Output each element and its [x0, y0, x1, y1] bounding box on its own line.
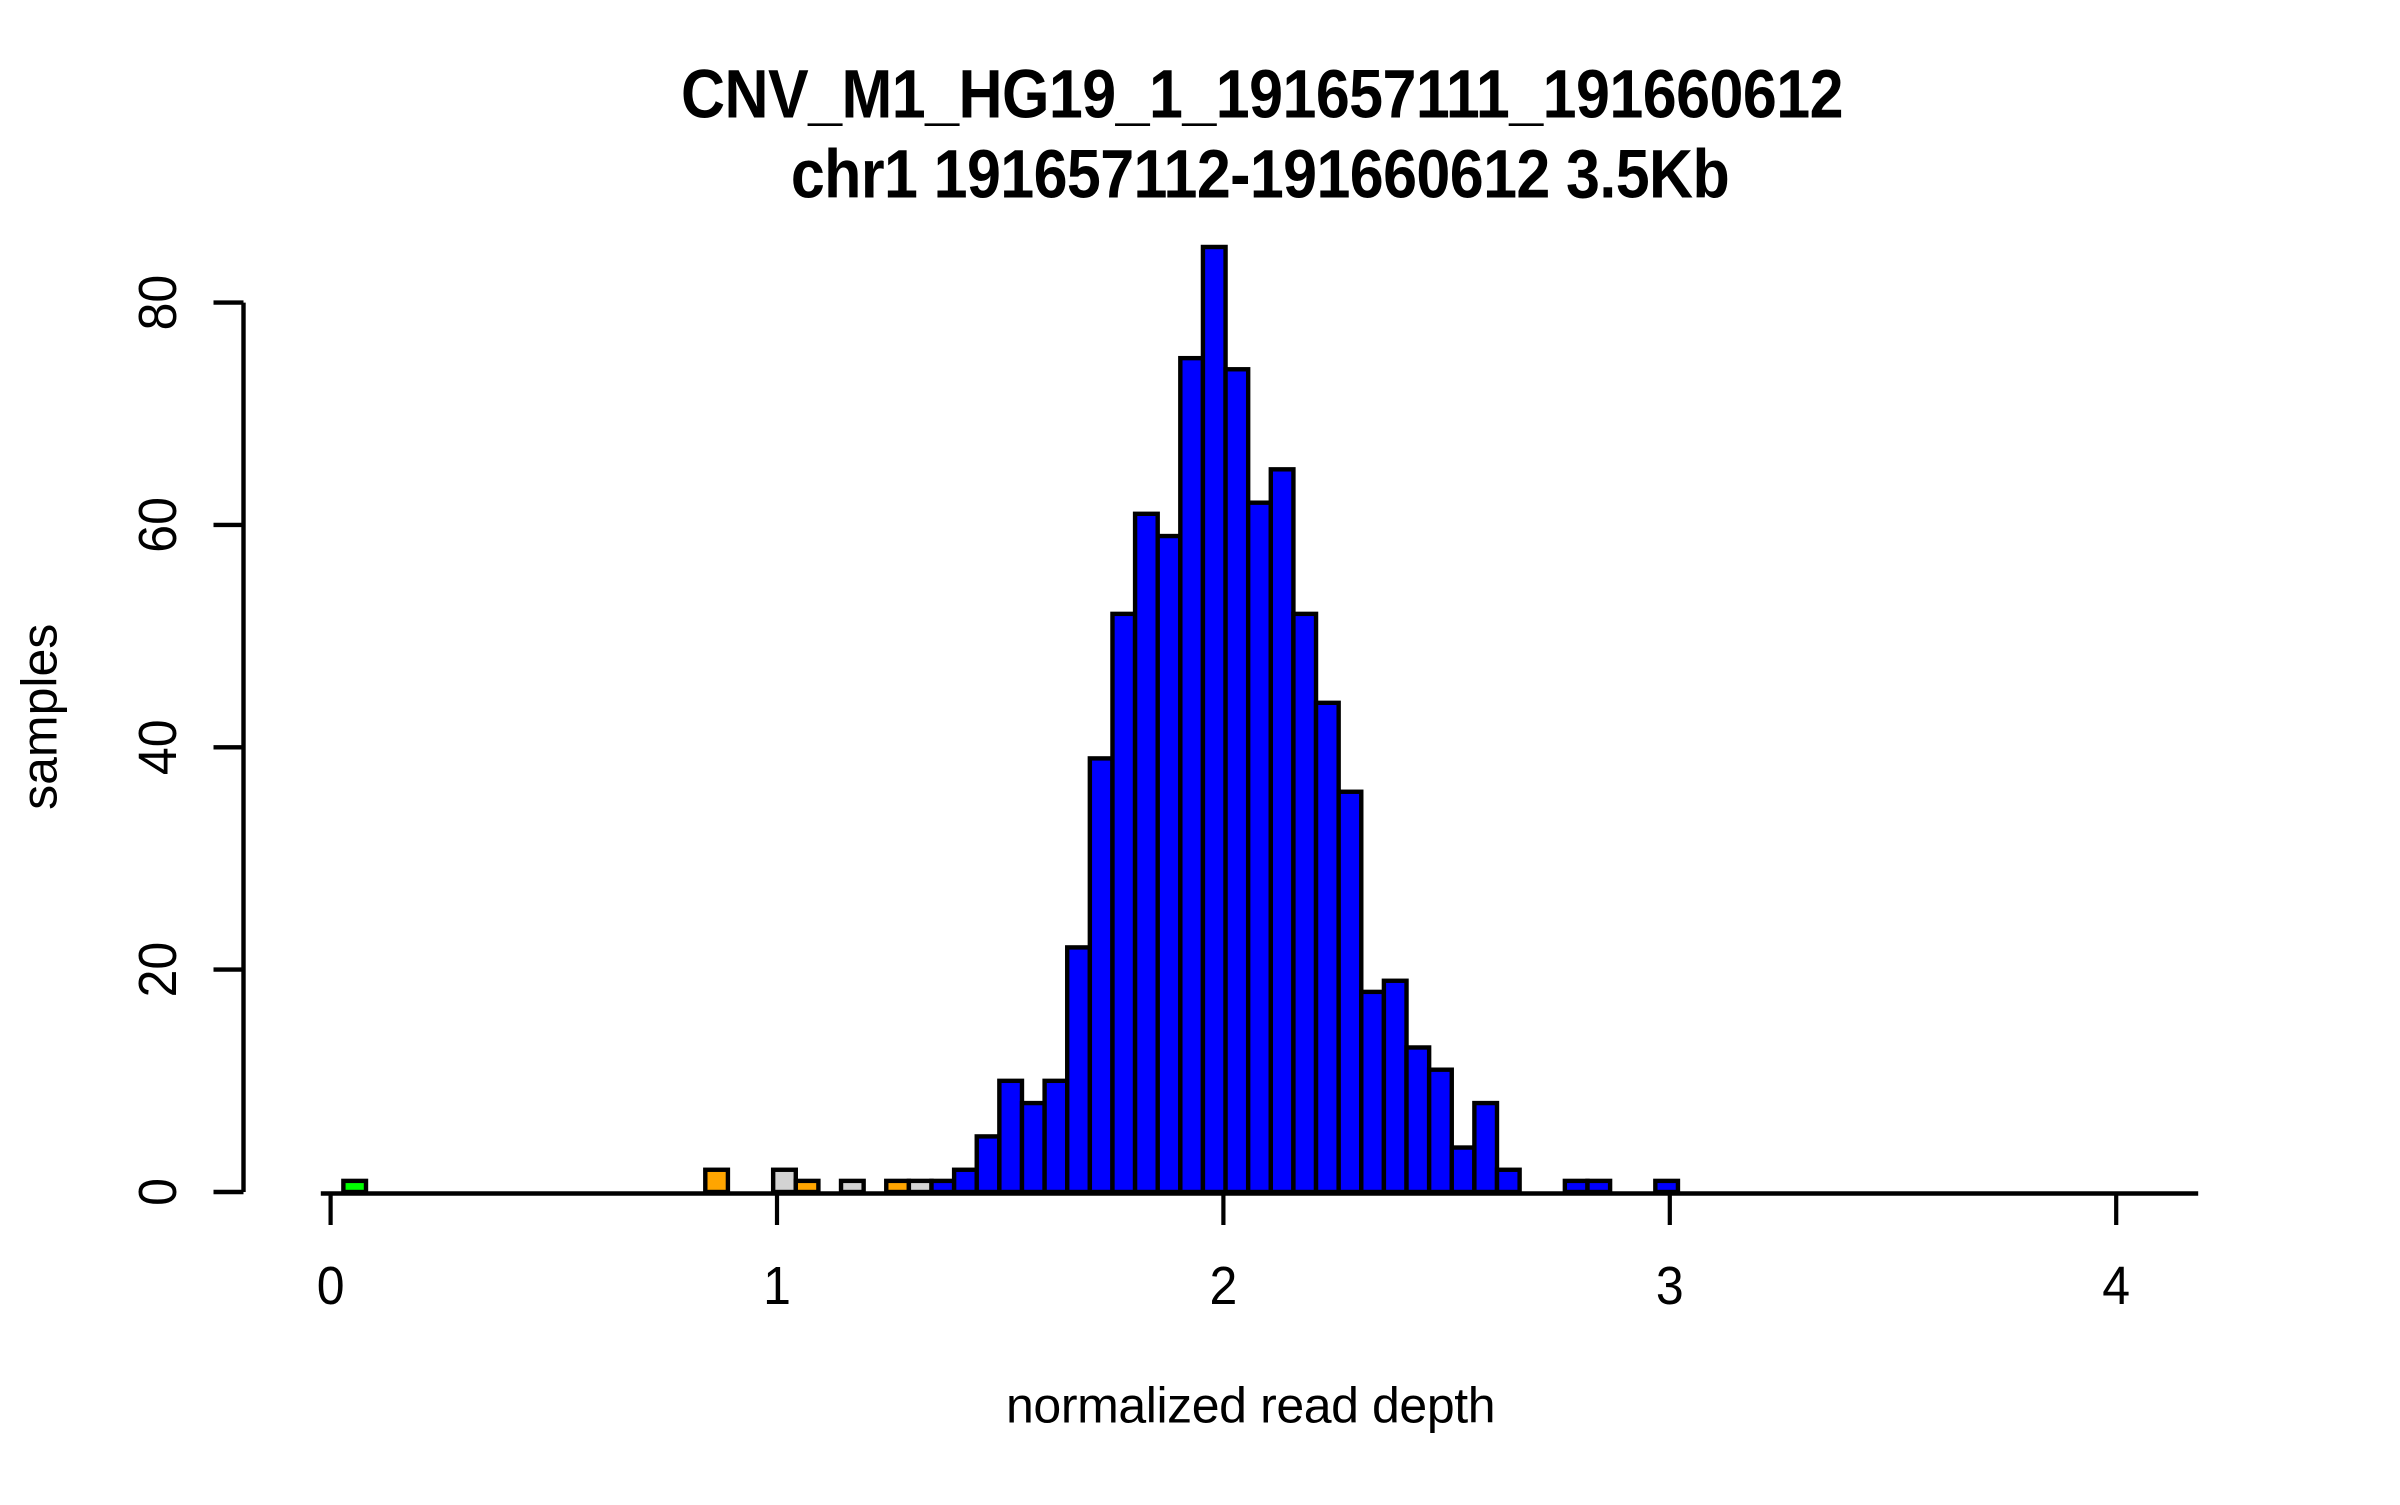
- svg-text:20: 20: [127, 942, 187, 998]
- svg-text:CNV_M1_HG19_1_191657111_191660: CNV_M1_HG19_1_191657111_191660612: [681, 55, 1843, 132]
- svg-text:0: 0: [317, 1255, 345, 1315]
- svg-text:0: 0: [127, 1178, 187, 1206]
- svg-text:3: 3: [1656, 1255, 1684, 1315]
- svg-text:40: 40: [127, 719, 187, 775]
- svg-text:samples: samples: [12, 624, 68, 810]
- svg-text:1: 1: [763, 1255, 791, 1315]
- svg-text:normalized read depth: normalized read depth: [1006, 1378, 1495, 1434]
- svg-text:60: 60: [127, 497, 187, 553]
- svg-text:2: 2: [1209, 1255, 1237, 1315]
- svg-text:80: 80: [127, 275, 187, 331]
- svg-text:4: 4: [2102, 1255, 2130, 1315]
- svg-text:chr1 191657112-191660612 3.5Kb: chr1 191657112-191660612 3.5Kb: [791, 135, 1729, 212]
